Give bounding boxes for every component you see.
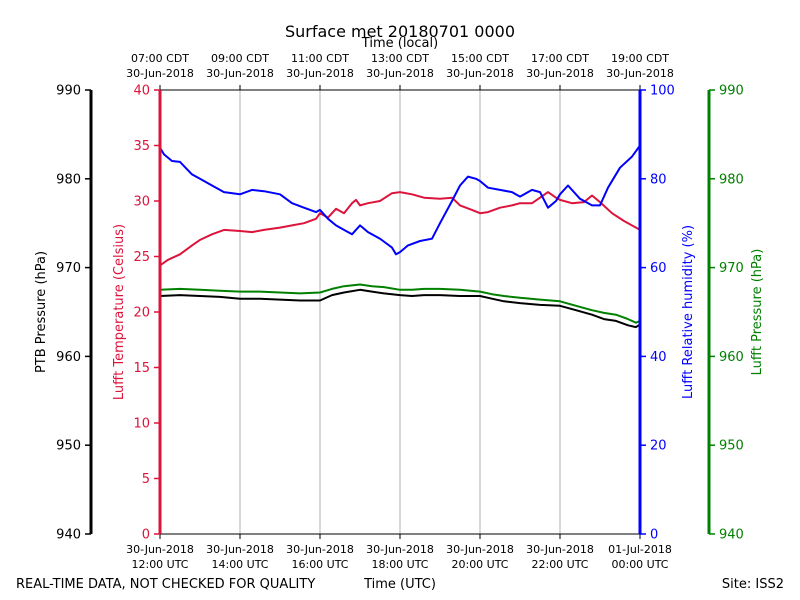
site-label: Site: ISS2 xyxy=(722,577,784,592)
bottom-tick-date: 01-Jul-2018 xyxy=(608,543,672,556)
chart-labels: Surface met 20180701 0000 Time (local) T… xyxy=(16,22,784,592)
lp-tick-label: 940 xyxy=(719,528,744,543)
temp-tick-label: 15 xyxy=(133,361,150,376)
top-axis-label: Time (local) xyxy=(361,36,438,51)
temp-tick-label: 25 xyxy=(133,250,150,265)
temp-tick-label: 30 xyxy=(133,195,150,210)
top-tick-date: 30-Jun-2018 xyxy=(126,67,194,80)
lp-axis-title: Lufft Pressure (hPa) xyxy=(750,249,765,376)
bottom-tick-time: 20:00 UTC xyxy=(451,558,508,571)
quality-notice: REAL-TIME DATA, NOT CHECKED FOR QUALITY xyxy=(16,577,315,592)
lp-tick-label: 990 xyxy=(719,84,744,99)
lp-tick-label: 960 xyxy=(719,350,744,365)
top-tick-time: 15:00 CDT xyxy=(451,52,509,65)
bottom-tick-time: 14:00 UTC xyxy=(211,558,268,571)
bottom-tick-time: 12:00 UTC xyxy=(131,558,188,571)
top-tick-time: 09:00 CDT xyxy=(211,52,269,65)
top-tick-date: 30-Jun-2018 xyxy=(366,67,434,80)
bottom-tick-date: 30-Jun-2018 xyxy=(526,543,594,556)
top-tick-date: 30-Jun-2018 xyxy=(526,67,594,80)
bottom-axis-label: Time (UTC) xyxy=(363,577,436,592)
bottom-tick-date: 30-Jun-2018 xyxy=(126,543,194,556)
ptb-tick-label: 950 xyxy=(56,439,81,454)
rh-tick-label: 0 xyxy=(650,528,658,543)
lufft-relative-humidity-line xyxy=(159,144,641,256)
chart-title: Surface met 20180701 0000 xyxy=(285,22,515,41)
rh-tick-label: 20 xyxy=(650,439,667,454)
bottom-tick-date: 30-Jun-2018 xyxy=(366,543,434,556)
bottom-tick-date: 30-Jun-2018 xyxy=(286,543,354,556)
bottom-tick-time: 22:00 UTC xyxy=(531,558,588,571)
lp-tick-label: 950 xyxy=(719,439,744,454)
ptb-pressure-line xyxy=(159,288,641,329)
rh-tick-label: 40 xyxy=(650,350,667,365)
lufft-pressure-line xyxy=(159,283,641,324)
rh-tick-label: 100 xyxy=(650,84,675,99)
rh-tick-label: 80 xyxy=(650,172,667,187)
lp-tick-label: 970 xyxy=(719,261,744,276)
top-tick-time: 19:00 CDT xyxy=(611,52,669,65)
ptb-tick-label: 980 xyxy=(56,172,81,187)
lp-tick-label: 980 xyxy=(719,172,744,187)
temp-tick-label: 0 xyxy=(142,528,150,543)
bottom-tick-time: 18:00 UTC xyxy=(371,558,428,571)
bottom-tick-date: 30-Jun-2018 xyxy=(206,543,274,556)
top-tick-time: 07:00 CDT xyxy=(131,52,189,65)
temp-tick-label: 20 xyxy=(133,306,150,321)
temp-tick-label: 40 xyxy=(133,84,150,99)
ptb-tick-label: 940 xyxy=(56,528,81,543)
data-series xyxy=(159,144,641,329)
ptb-tick-label: 960 xyxy=(56,350,81,365)
top-tick-date: 30-Jun-2018 xyxy=(446,67,514,80)
ptb-tick-label: 970 xyxy=(56,261,81,276)
top-tick-time: 13:00 CDT xyxy=(371,52,429,65)
top-tick-date: 30-Jun-2018 xyxy=(206,67,274,80)
temp-tick-label: 5 xyxy=(142,472,150,487)
temp-axis-title: Lufft Temperature (Celsius) xyxy=(112,224,127,400)
temp-tick-label: 35 xyxy=(133,139,150,154)
bottom-tick-time: 00:00 UTC xyxy=(611,558,668,571)
lufft-temperature-line xyxy=(159,191,641,267)
ptb-tick-label: 990 xyxy=(56,84,81,99)
rh-axis-title: Lufft Relative humidity (%) xyxy=(681,225,696,399)
axes: 30-Jun-2018 12:00 UTC 30-Jun-2018 14:00 UTC… xyxy=(56,52,744,571)
ptb-axis-title: PTB Pressure (hPa) xyxy=(34,251,49,373)
bottom-tick-date: 30-Jun-2018 xyxy=(446,543,514,556)
top-tick-date: 30-Jun-2018 xyxy=(606,67,674,80)
rh-tick-label: 60 xyxy=(650,261,667,276)
grid-lines xyxy=(239,90,561,534)
top-tick-time: 17:00 CDT xyxy=(531,52,589,65)
bottom-tick-time: 16:00 UTC xyxy=(291,558,348,571)
temp-tick-label: 10 xyxy=(133,417,150,432)
top-tick-time: 11:00 CDT xyxy=(291,52,349,65)
top-tick-date: 30-Jun-2018 xyxy=(286,67,354,80)
